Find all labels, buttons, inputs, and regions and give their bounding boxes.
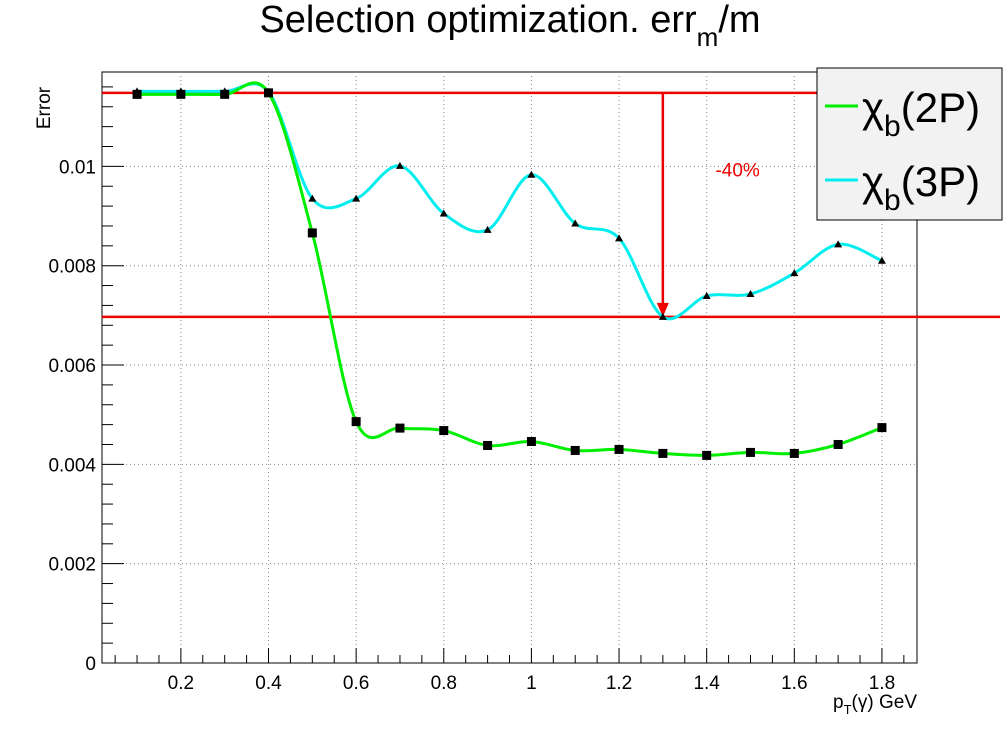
legend-label-chib2p: χb(2P) xyxy=(862,84,980,143)
y-tick-label: 0.008 xyxy=(48,257,96,278)
x-tick-label: 0.4 xyxy=(255,673,282,694)
data-point-chib3p xyxy=(746,289,755,297)
legend: χb(2P) χb(3P) xyxy=(816,67,1003,221)
data-point-chib3p xyxy=(527,170,536,178)
legend-box xyxy=(816,67,1003,221)
chart-title: Selection optimization. errm/m xyxy=(259,0,760,52)
data-point-chib3p xyxy=(615,234,624,242)
data-point-chib2p xyxy=(439,426,449,436)
x-tick-label: 0.2 xyxy=(168,673,194,694)
data-point-chib3p xyxy=(439,209,448,217)
data-point-chib2p xyxy=(745,447,755,457)
x-tick-label: 1 xyxy=(526,673,537,694)
data-point-chib3p xyxy=(176,87,185,95)
data-point-chib3p xyxy=(395,161,404,169)
data-point-chib2p xyxy=(307,228,317,238)
y-axis-title: Error xyxy=(34,86,55,129)
x-tick-label: 1.8 xyxy=(869,673,895,694)
data-point-chib3p xyxy=(571,219,580,227)
y-tick-label: 0.004 xyxy=(48,455,96,476)
x-tick-label: 0.8 xyxy=(431,673,457,694)
grid xyxy=(102,72,917,663)
annotation-label: -40% xyxy=(715,160,759,181)
markers xyxy=(132,87,887,460)
y-tick-label: 0.006 xyxy=(48,356,96,377)
data-point-chib3p xyxy=(790,269,799,277)
data-point-chib2p xyxy=(877,423,887,433)
data-point-chib2p xyxy=(395,423,405,433)
axes xyxy=(102,86,905,664)
data-point-chib3p xyxy=(264,87,273,95)
data-point-chib3p xyxy=(658,312,667,320)
tick-labels: 0.2 0.4 0.6 0.8 1 1.2 1.4 1.6 1.8 0 0.002 0.004 0.00… xyxy=(48,157,895,694)
x-tick-label: 1.6 xyxy=(781,673,807,694)
y-tick-label: 0 xyxy=(85,654,96,675)
data-point-chib2p xyxy=(614,444,624,454)
x-axis-title: pT(γ) GeV xyxy=(833,692,917,717)
y-tick-label: 0.01 xyxy=(59,157,96,178)
x-tick-label: 1.4 xyxy=(693,673,720,694)
data-point-chib2p xyxy=(570,445,580,455)
data-point-chib3p xyxy=(308,194,317,202)
data-point-chib3p xyxy=(352,194,361,202)
data-point-chib2p xyxy=(351,417,361,427)
data-point-chib3p xyxy=(702,291,711,299)
legend-label-chib3p: χb(3P) xyxy=(862,158,980,217)
x-tick-label: 0.6 xyxy=(343,673,369,694)
data-point-chib2p xyxy=(789,448,799,458)
y-tick-label: 0.002 xyxy=(48,555,96,576)
data-point-chib2p xyxy=(833,439,843,449)
arrow-head xyxy=(656,302,669,317)
data-point-chib3p xyxy=(877,256,886,264)
x-tick-label: 1.2 xyxy=(606,673,632,694)
data-point-chib2p xyxy=(526,436,536,446)
data-point-chib3p xyxy=(834,240,843,248)
data-point-chib3p xyxy=(483,225,492,233)
data-point-chib2p xyxy=(702,450,712,460)
data-point-chib3p xyxy=(220,87,229,95)
data-point-chib2p xyxy=(658,448,668,458)
data-point-chib3p xyxy=(133,87,142,95)
data-point-chib2p xyxy=(483,440,493,450)
